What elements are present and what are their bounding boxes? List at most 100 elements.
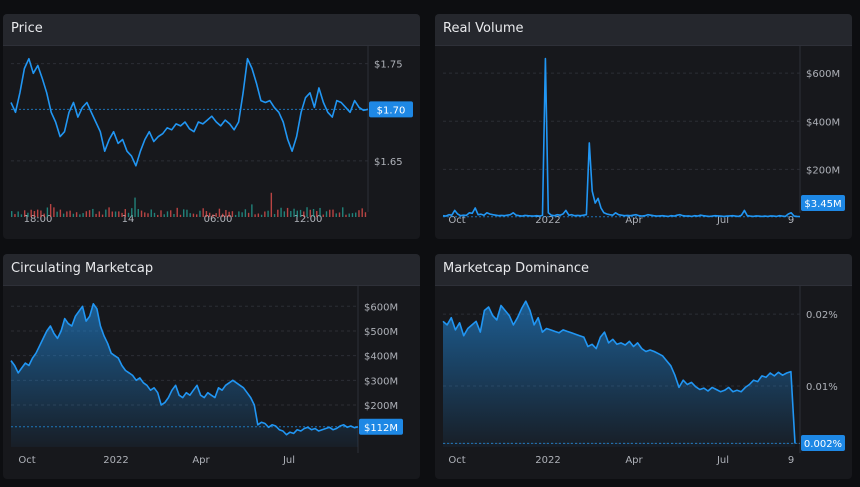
volume-bar: [212, 214, 214, 217]
volume-bar: [140, 210, 143, 217]
real-volume-panel-header: Real Volume: [435, 14, 852, 46]
volume-bar: [170, 210, 172, 217]
volume-bar: [85, 211, 88, 217]
volume-bar: [69, 210, 71, 217]
volume-bar: [11, 211, 13, 217]
volume-bar: [228, 211, 230, 217]
volume-bar: [66, 211, 68, 217]
volume-bar: [345, 214, 347, 217]
volume-bar: [92, 208, 94, 217]
y-tick-label: $400M: [806, 117, 840, 128]
volume-bar: [264, 211, 266, 217]
volume-bar: [218, 208, 221, 217]
volume-bar: [286, 207, 289, 217]
x-tick-label: Oct: [448, 215, 465, 226]
volume-bar: [283, 211, 286, 217]
volume-bar: [98, 211, 101, 217]
y-tick-label: $600M: [806, 69, 840, 80]
volume-bar: [49, 204, 52, 217]
x-tick-label: 06:00: [204, 214, 233, 225]
volume-bar: [150, 209, 152, 217]
volume-bar: [195, 214, 198, 217]
volume-bar: [36, 209, 39, 217]
x-tick-label: 14: [122, 214, 135, 225]
volume-bar: [72, 213, 75, 217]
last-value-label: $112M: [364, 423, 398, 434]
volume-bar: [303, 211, 305, 217]
volume-bar: [316, 210, 318, 217]
y-tick-label: $600M: [364, 302, 398, 313]
series-line: [442, 300, 796, 444]
y-tick-label: 0.02%: [806, 310, 838, 321]
volume-bar: [173, 213, 175, 217]
volume-bar: [208, 212, 211, 217]
last-value-label: $1.70: [377, 105, 406, 116]
volume-bar: [215, 213, 217, 217]
volume-bar: [247, 212, 250, 217]
volume-bar: [296, 210, 298, 217]
y-tick-label: 0.01%: [806, 382, 838, 393]
real-volume-chart[interactable]: $600M $400M $200M Oct 2022 Apr Jul 9 $3.45M: [435, 45, 852, 239]
volume-bar: [95, 213, 97, 217]
volume-bar: [183, 209, 185, 217]
circulating-marketcap-chart[interactable]: $600M $500M $400M $300M $200M Oct 2022 Apr Jul $1…: [3, 285, 420, 479]
volume-bar: [270, 192, 273, 217]
volume-bar: [244, 209, 247, 217]
x-tick-label: Oct: [18, 455, 35, 466]
volume-bar: [20, 214, 23, 217]
circulating-marketcap-panel: Circulating Marketcap $600M $500M $400M $30…: [3, 254, 420, 479]
volume-bar: [111, 211, 114, 217]
volume-bar: [325, 211, 328, 217]
volume-bar: [33, 211, 36, 217]
volume-bar: [277, 209, 279, 217]
volume-bar: [221, 213, 224, 217]
volume-bar: [342, 207, 344, 217]
volume-bar: [329, 209, 331, 217]
volume-bar: [257, 213, 260, 217]
volume-bar: [338, 212, 341, 217]
volume-bar: [192, 213, 195, 217]
volume-bar: [312, 208, 315, 217]
circulating-marketcap-panel-title: Circulating Marketcap: [11, 261, 154, 276]
volume-bar: [160, 210, 162, 217]
marketcap-dominance-panel-title: Marketcap Dominance: [443, 261, 590, 276]
x-tick-label: Jul: [282, 455, 295, 466]
volume-bar: [88, 210, 91, 217]
volume-bar: [234, 214, 237, 217]
volume-bar: [364, 212, 367, 217]
volume-bar: [46, 207, 49, 217]
volume-bar: [189, 213, 191, 217]
volume-bar: [251, 204, 253, 217]
volume-bar: [82, 213, 84, 217]
x-tick-label: Apr: [192, 455, 210, 466]
marketcap-dominance-panel-header: Marketcap Dominance: [435, 254, 852, 286]
volume-bar: [40, 210, 42, 217]
volume-bar: [27, 212, 29, 217]
volume-bar: [293, 208, 295, 217]
volume-bar: [205, 211, 208, 217]
volume-bar: [335, 213, 337, 217]
x-tick-label: 2022: [535, 215, 560, 226]
series-area: [11, 303, 358, 447]
volume-bar: [121, 212, 123, 217]
volume-bar: [199, 210, 201, 217]
volume-bar: [299, 209, 302, 217]
price-chart[interactable]: $1.75 $1.65 18:00 14 06:00 12:00 $1.70: [3, 45, 420, 239]
x-tick-label: 2022: [103, 455, 128, 466]
volume-bar: [108, 207, 110, 217]
marketcap-dominance-panel: Marketcap Dominance 0.02% 0.01% 0.002% Oct 2…: [435, 254, 852, 479]
volume-bar: [290, 211, 292, 217]
volume-bar: [176, 207, 178, 217]
volume-bar: [153, 212, 156, 217]
volume-bar: [163, 214, 165, 217]
volume-bar: [79, 214, 81, 217]
volume-bar: [166, 211, 169, 217]
x-tick-label: Jul: [716, 455, 729, 466]
series-line: [442, 57, 801, 218]
y-tick-label: $1.65: [374, 157, 403, 168]
volume-bar: [358, 210, 360, 217]
volume-bar: [273, 214, 276, 217]
volume-bar: [267, 210, 269, 217]
y-tick-label: $500M: [364, 327, 398, 338]
